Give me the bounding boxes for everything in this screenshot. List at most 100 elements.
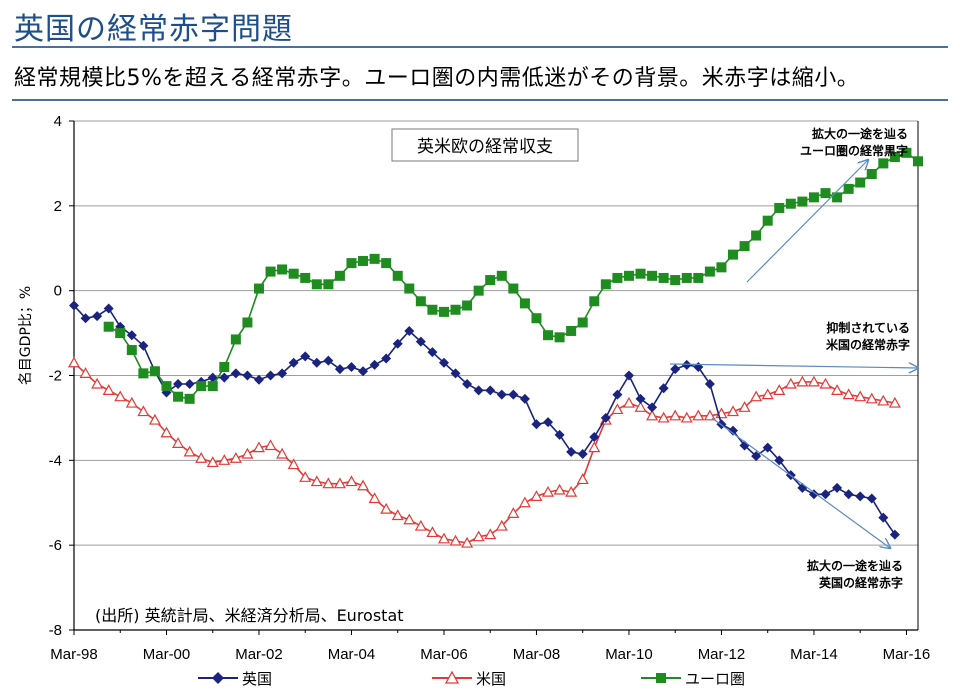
data-point [368, 492, 381, 504]
data-point [461, 536, 474, 548]
legend-us: 米国 [476, 670, 506, 688]
data-point [739, 241, 750, 252]
data-point [114, 390, 127, 402]
legend: 英国 米国 ユーロ圏 [198, 670, 745, 688]
data-point [403, 513, 416, 525]
data-point [138, 340, 149, 351]
page-title: 英国の経常赤字問題 [14, 12, 293, 47]
data-point [172, 437, 185, 448]
data-point [508, 283, 519, 294]
data-point [519, 298, 530, 309]
data-point [796, 375, 809, 387]
y-tick-label: -6 [49, 537, 62, 554]
data-point [543, 417, 554, 428]
data-point [427, 347, 438, 358]
data-point [728, 425, 739, 436]
data-point [449, 534, 462, 546]
data-point [530, 490, 543, 501]
y-tick-label: -2 [49, 368, 62, 385]
series-line [108, 151, 919, 400]
data-point [310, 475, 323, 487]
data-point [866, 169, 877, 180]
y-tick-label: 2 [54, 198, 62, 215]
data-point [438, 306, 449, 317]
data-point [265, 370, 276, 381]
data-point [797, 196, 808, 207]
data-point [334, 270, 345, 281]
data-point [218, 454, 231, 465]
x-tick-label: Mar-10 [605, 646, 653, 663]
data-point [889, 529, 900, 540]
data-point [173, 391, 184, 402]
data-point [774, 202, 785, 213]
page-subtitle: 経常規模比5%を超える経常赤字。ユーロ圏の内需低迷がその背景。米赤字は縮小。 [14, 66, 860, 91]
data-point [820, 188, 831, 199]
data-point [427, 304, 438, 315]
data-point [473, 385, 484, 396]
data-point [126, 345, 137, 356]
data-point [80, 313, 91, 324]
legend-uk-marker [212, 672, 224, 684]
data-point [589, 432, 600, 443]
series-line [73, 304, 896, 536]
data-point [761, 388, 774, 400]
data-point [785, 198, 796, 209]
data-point [195, 451, 208, 463]
y-tick-label: 0 [54, 283, 62, 300]
data-point [345, 475, 358, 487]
data-point [450, 368, 461, 379]
x-tick-label: Mar-16 [883, 646, 931, 663]
data-point [681, 359, 692, 370]
data-point [358, 366, 369, 377]
subtitle-rule [12, 99, 948, 101]
data-point [554, 332, 565, 343]
annotation-euro-line2: ユーロ圏の経常黒字 [800, 143, 908, 158]
data-point [888, 396, 901, 408]
data-point [300, 272, 311, 283]
data-point [751, 230, 762, 241]
data-point [311, 357, 322, 368]
data-point [103, 303, 114, 314]
chart-title: 英米欧の経常収支 [417, 137, 553, 157]
data-point [670, 364, 681, 375]
data-point [566, 325, 577, 336]
data-point [542, 485, 555, 497]
data-point [264, 439, 277, 451]
data-point [392, 270, 403, 281]
data-point [346, 362, 357, 373]
data-point [913, 156, 923, 167]
data-point [554, 429, 565, 440]
data-point [762, 215, 773, 226]
data-point [79, 367, 92, 378]
data-point [196, 381, 207, 392]
data-point [750, 390, 763, 402]
data-point [392, 338, 403, 349]
data-point [381, 258, 392, 269]
data-point [462, 300, 473, 311]
data-point [323, 279, 334, 290]
data-point [680, 411, 693, 423]
data-point [472, 530, 485, 542]
data-point [103, 321, 114, 332]
x-tick-label: Mar-06 [420, 646, 468, 663]
data-point [242, 317, 253, 328]
data-point [229, 451, 242, 463]
legend-euro-marker [656, 673, 666, 683]
data-point [878, 512, 889, 523]
data-point [507, 507, 520, 518]
data-point [241, 447, 254, 459]
data-point [149, 366, 160, 377]
data-point [404, 283, 415, 294]
data-point [381, 353, 392, 364]
series-uk [69, 300, 900, 540]
data-point [369, 359, 380, 370]
data-point [704, 378, 715, 389]
data-point [589, 296, 600, 307]
data-point [288, 357, 299, 368]
y-axis-label: 名目GDP比；% [18, 286, 34, 385]
data-point [808, 489, 819, 500]
data-point [658, 272, 669, 283]
data-point [588, 441, 601, 453]
data-point [901, 147, 912, 158]
data-point [404, 325, 415, 336]
